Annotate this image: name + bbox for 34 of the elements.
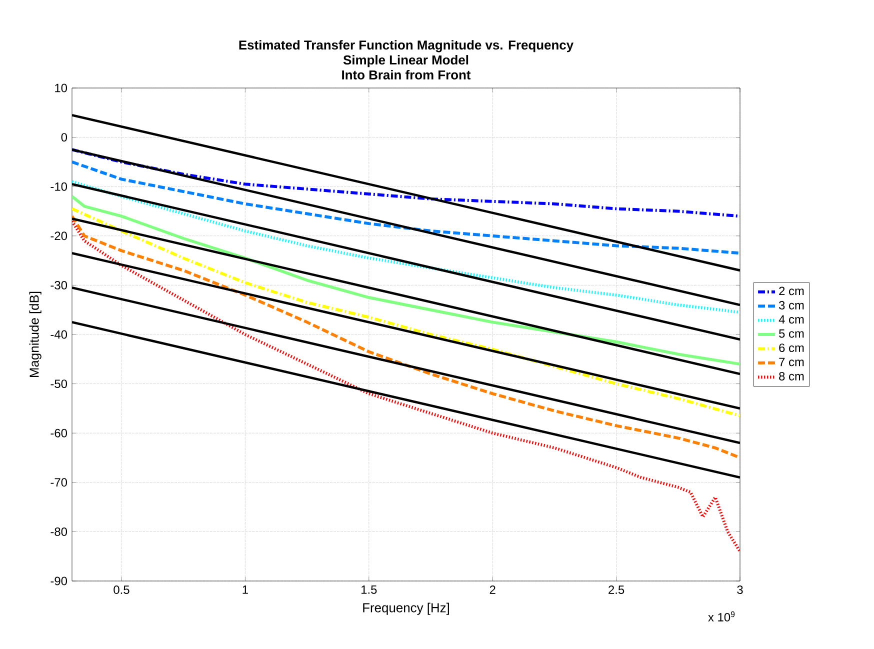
y-tick-label: -20 xyxy=(50,232,68,240)
chart-subtitle: Simple Linear Model xyxy=(343,55,468,68)
text: x 10$^{9}$ xyxy=(708,611,735,622)
legend-label: 6 cm xyxy=(779,344,804,352)
y-tick-label: -80 xyxy=(50,527,68,536)
legend-label: 8 cm xyxy=(779,372,804,380)
x-axis-title: Frequency [Hz] xyxy=(363,602,449,615)
chart-title: Estimated Transfer Function Magnitude vs. Frequency xyxy=(239,40,574,52)
line-series xyxy=(72,214,740,460)
y-tick-label: 10 xyxy=(55,84,68,92)
x-tick-label: 1 xyxy=(242,586,248,594)
y-tick-label: -90 xyxy=(50,576,68,586)
line-series xyxy=(72,207,740,418)
y-tick-label: -30 xyxy=(50,280,68,290)
legend-label: 7 cm xyxy=(779,358,804,366)
y-tick-label: -40 xyxy=(50,330,68,339)
legend-label: 5 cm xyxy=(779,329,804,338)
y-tick-label: -50 xyxy=(50,380,68,388)
y-tick-label: -10 xyxy=(50,182,68,191)
y-tick-label: 0 xyxy=(61,133,68,142)
legend-label: 4 cm xyxy=(778,315,804,324)
legend-label: 2 cm xyxy=(779,286,804,296)
y-tick-label: -70 xyxy=(50,478,68,487)
x-tick-label: 2.5 xyxy=(608,586,624,594)
x-tick-label: 1.5 xyxy=(361,586,377,594)
text: Into Brain from Front xyxy=(342,70,471,80)
x-tick-label: 2 xyxy=(490,586,496,594)
x-tick-label: 0.5 xyxy=(114,586,130,594)
line-series xyxy=(72,220,740,553)
legend-label: 3 cm xyxy=(779,300,804,310)
y-tick-label: -60 xyxy=(50,428,68,438)
line-series xyxy=(72,194,740,366)
x-tick-label: 3 xyxy=(737,586,743,594)
y-axis-title: Magnitude [dB] xyxy=(29,292,42,377)
